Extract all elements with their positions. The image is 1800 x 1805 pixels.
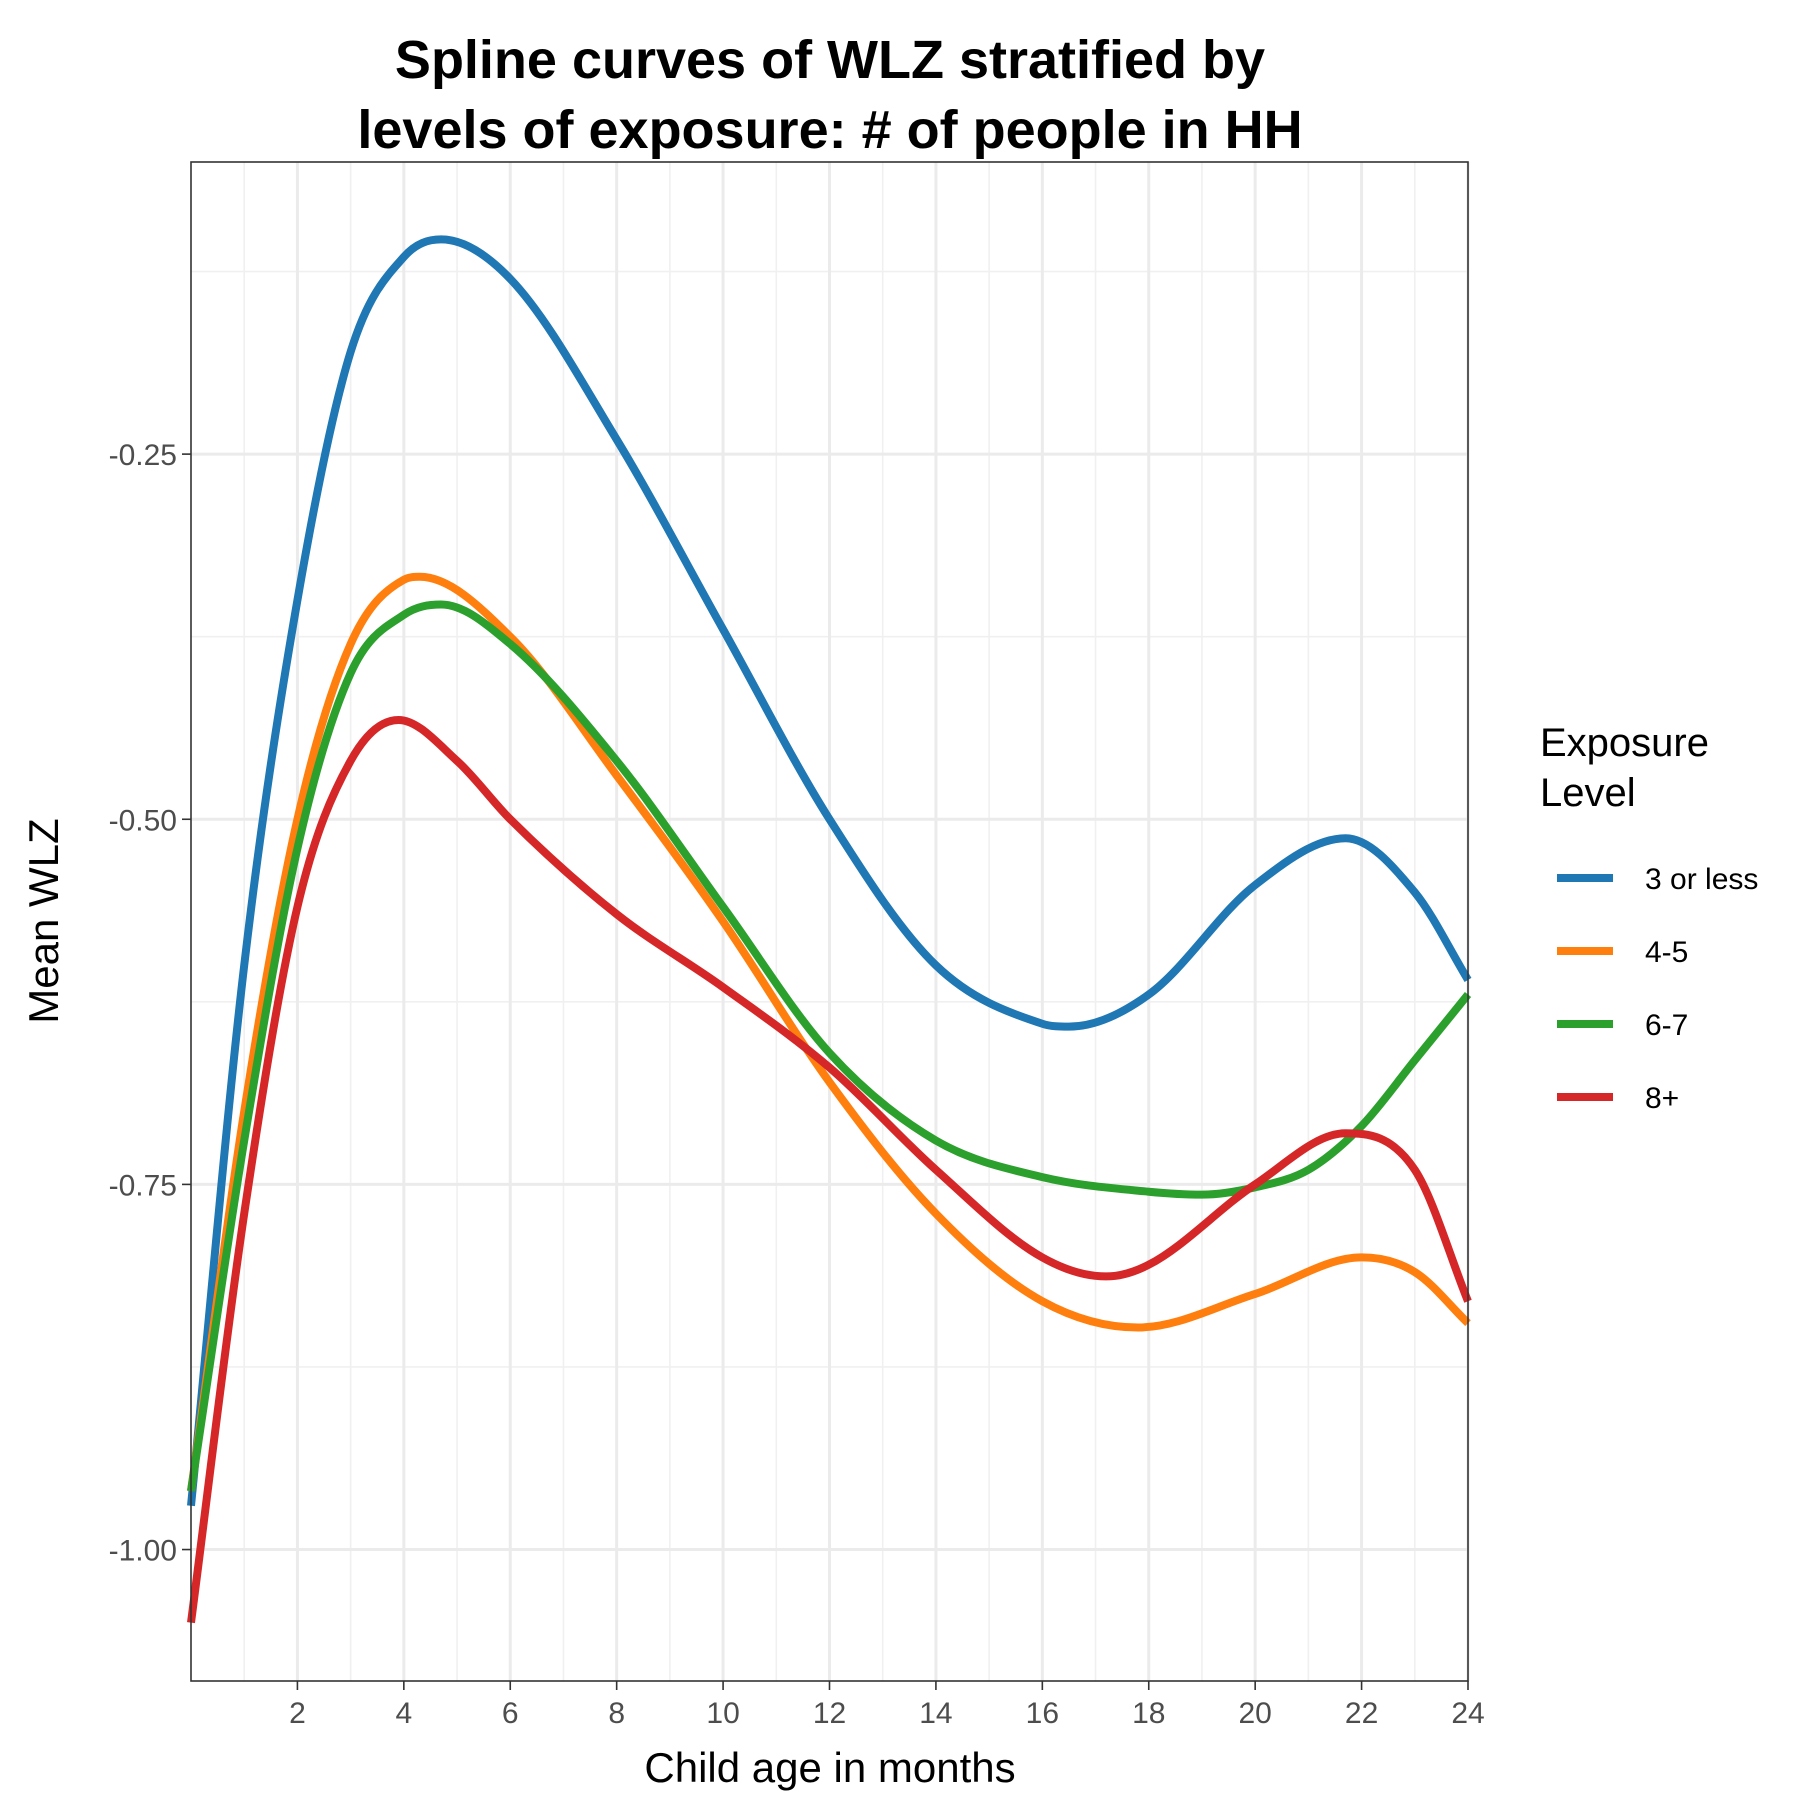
x-tick-label: 6 <box>502 1697 519 1730</box>
legend-items: 3 or less 4-5 6-7 8+ <box>1557 863 1758 1115</box>
legend-label-3-or-less: 3 or less <box>1645 863 1758 896</box>
series-layer <box>187 235 1472 1624</box>
chart-title-line-1: Spline curves of WLZ stratified by <box>395 30 1265 90</box>
legend-label-8: 8+ <box>1645 1082 1679 1115</box>
y-tick-label: -0.75 <box>109 1169 177 1202</box>
x-tick-label: 10 <box>706 1697 739 1730</box>
legend-label-4-5: 4-5 <box>1645 936 1688 969</box>
y-tick-label: -1.00 <box>109 1535 177 1568</box>
legend-label-6-7: 6-7 <box>1645 1009 1688 1042</box>
x-tick-label: 4 <box>395 1697 412 1730</box>
x-tick-label: 16 <box>1026 1697 1059 1730</box>
x-tick-label: 22 <box>1345 1697 1378 1730</box>
y-axis-title: Mean WLZ <box>20 818 67 1023</box>
grid-layer <box>191 162 1470 1681</box>
x-tick-label: 20 <box>1238 1697 1271 1730</box>
chart-title-line-2: levels of exposure: # of people in HH <box>357 100 1302 160</box>
x-tick-label: 12 <box>813 1697 846 1730</box>
x-tick-label: 8 <box>608 1697 625 1730</box>
legend-item-3-or-less: 3 or less <box>1557 863 1758 896</box>
legend-item-4-5: 4-5 <box>1557 936 1688 969</box>
legend-title-line-2: Level <box>1540 771 1636 815</box>
y-tick-label: -0.50 <box>109 804 177 837</box>
legend-item-8: 8+ <box>1557 1082 1679 1115</box>
series-line-6-7 <box>187 600 1472 1492</box>
legend-item-6-7: 6-7 <box>1557 1009 1688 1042</box>
legend-title-line-1: Exposure <box>1540 721 1709 765</box>
x-axis-title: Child age in months <box>644 1744 1015 1791</box>
y-tick-label: -0.25 <box>109 439 177 472</box>
axis-layer: 2 4 6 8 10 12 14 16 18 20 22 24-1.00-0.75-0.50-0.25 <box>109 439 1485 1730</box>
x-tick-label: 14 <box>919 1697 952 1730</box>
x-tick-label: 2 <box>289 1697 306 1730</box>
x-tick-label: 18 <box>1132 1697 1165 1730</box>
series-line-3-or-less <box>187 235 1472 1507</box>
series-line-8 <box>187 715 1472 1624</box>
legend: Exposure Level 3 or less 4-5 6-7 8+ <box>1540 721 1758 1115</box>
series-line-4-5 <box>187 572 1471 1492</box>
x-tick-label: 24 <box>1451 1697 1484 1730</box>
